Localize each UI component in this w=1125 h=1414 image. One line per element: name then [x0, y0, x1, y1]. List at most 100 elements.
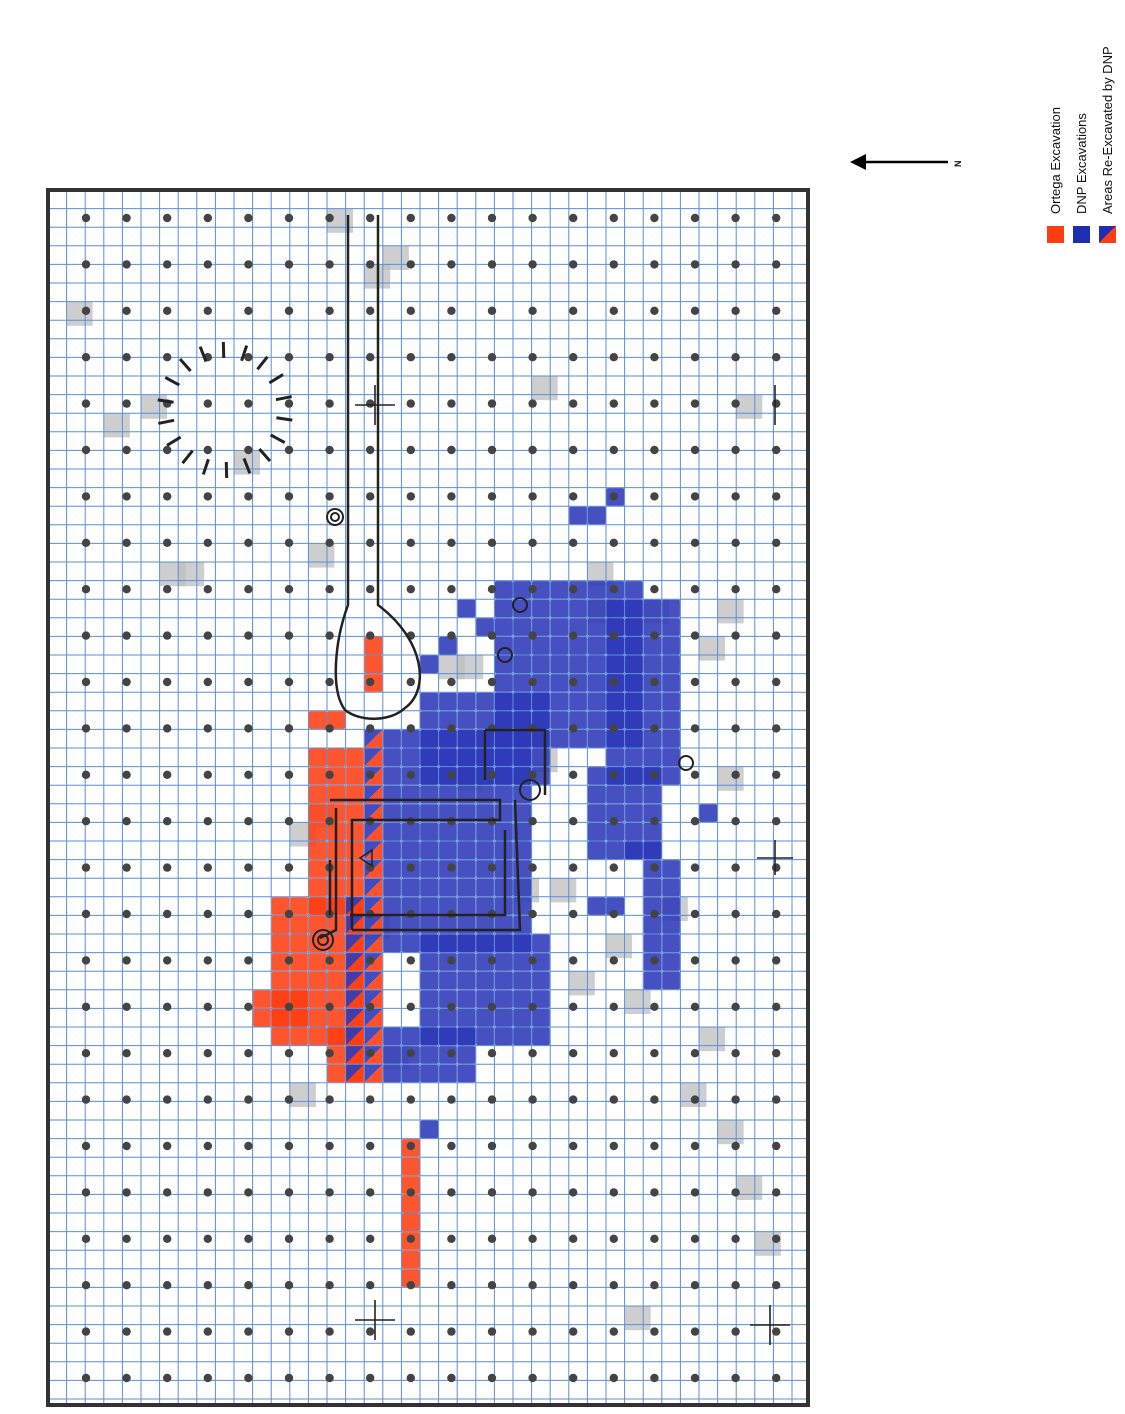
survey-point	[244, 1141, 253, 1151]
ortega-unit	[271, 971, 290, 990]
re-excavated-ortega-half	[364, 1008, 383, 1027]
survey-point	[122, 492, 131, 501]
dnp-unit	[457, 841, 476, 860]
survey-point	[406, 492, 415, 501]
survey-point	[81, 1002, 91, 1011]
survey-point	[122, 538, 131, 547]
survey-point	[244, 492, 253, 501]
survey-point	[569, 1002, 578, 1011]
re-excavated-dnp-half	[346, 915, 364, 934]
dnp-unit	[532, 655, 550, 674]
survey-point	[447, 1095, 456, 1104]
survey-point	[772, 538, 781, 547]
dnp-unit	[420, 897, 439, 915]
survey-point	[244, 1327, 253, 1336]
dnp-unit	[532, 674, 550, 692]
survey-point	[528, 213, 537, 223]
survey-point	[284, 863, 294, 872]
survey-point	[447, 677, 456, 687]
dnp-unit	[699, 804, 718, 822]
survey-point	[690, 1049, 700, 1058]
shaded-patch	[531, 376, 558, 401]
dnp-unit	[494, 767, 513, 785]
survey-point	[284, 631, 294, 640]
dnp-unit	[420, 1120, 439, 1139]
survey-point	[569, 863, 578, 872]
survey-point	[731, 631, 740, 640]
ortega-unit	[253, 990, 271, 1008]
survey-point	[284, 1234, 294, 1244]
dnp-unit	[662, 711, 680, 729]
survey-point	[528, 399, 537, 408]
survey-point	[487, 445, 497, 455]
north-arrow-icon	[850, 154, 948, 170]
dnp-unit	[606, 804, 625, 822]
survey-point	[772, 306, 781, 315]
dnp-unit	[532, 971, 550, 990]
survey-point	[650, 1234, 659, 1244]
dnp-unit	[383, 729, 401, 748]
dnp-unit	[494, 841, 513, 860]
survey-point	[163, 1002, 172, 1011]
ortega-unit	[271, 953, 290, 971]
survey-point	[528, 956, 537, 965]
survey-point	[81, 863, 91, 872]
shaded-patch	[624, 989, 651, 1014]
dnp-unit	[625, 822, 643, 841]
ortega-unit	[401, 1194, 420, 1213]
survey-point	[122, 260, 131, 269]
stone-circle-mark	[269, 433, 286, 444]
survey-point	[203, 631, 212, 640]
survey-points	[81, 213, 781, 1383]
survey-point	[772, 770, 781, 779]
dnp-unit	[383, 1027, 401, 1046]
dnp-unit	[606, 729, 625, 748]
re-excavated-ortega-half	[364, 748, 383, 767]
survey-point	[447, 213, 456, 223]
stone-circle-mark	[201, 458, 210, 475]
shaded-patch	[736, 1175, 763, 1200]
dnp-unit	[457, 1064, 476, 1083]
survey-point	[609, 1141, 618, 1151]
dnp-unit	[383, 1064, 401, 1083]
dnp-unit	[662, 599, 680, 618]
survey-point	[81, 1188, 91, 1197]
survey-point	[609, 353, 618, 362]
survey-point	[569, 1049, 578, 1058]
ortega-unit	[308, 1008, 327, 1027]
survey-point	[284, 909, 294, 919]
dnp-unit	[401, 878, 420, 897]
stone-circle-mark	[276, 416, 293, 422]
dnp-unit	[476, 878, 494, 897]
dnp-unit	[476, 822, 494, 841]
survey-point	[366, 1095, 375, 1104]
survey-point	[487, 1327, 497, 1336]
legend-swatch-dnp	[1073, 226, 1090, 243]
dnp-unit	[420, 1008, 439, 1027]
dnp-unit	[532, 1008, 550, 1027]
shaded-patch	[568, 971, 595, 996]
dnp-unit	[420, 878, 439, 897]
survey-point	[163, 956, 172, 965]
survey-point	[569, 260, 578, 269]
dnp-unit	[476, 934, 494, 953]
dnp-unit	[625, 748, 643, 767]
survey-point	[81, 538, 91, 547]
survey-point	[284, 1327, 294, 1336]
survey-point	[325, 770, 334, 779]
survey-point	[690, 1095, 700, 1104]
survey-point	[487, 956, 497, 965]
re-excavated-unit	[364, 748, 383, 767]
survey-point	[325, 1281, 334, 1290]
survey-point	[163, 1373, 172, 1383]
dnp-unit	[494, 655, 513, 674]
dnp-unit	[513, 692, 532, 711]
survey-point	[690, 260, 700, 269]
survey-point	[487, 1373, 497, 1383]
survey-point	[203, 956, 212, 965]
dnp-unit	[420, 1064, 439, 1083]
dnp-unit	[662, 971, 680, 990]
survey-point	[406, 1095, 415, 1104]
shaded-patch	[289, 1082, 316, 1107]
re-excavated-ortega-half	[346, 1027, 364, 1046]
